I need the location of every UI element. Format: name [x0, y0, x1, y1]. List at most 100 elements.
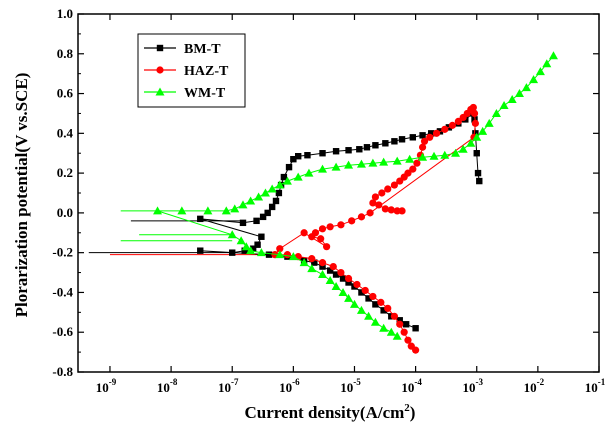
data-point — [264, 209, 271, 217]
data-point — [239, 219, 247, 227]
data-point — [349, 299, 359, 308]
data-point — [451, 148, 461, 157]
data-point — [521, 83, 531, 92]
data-point — [285, 163, 293, 171]
data-point — [304, 152, 311, 159]
data-point — [529, 75, 539, 84]
data-point — [258, 233, 265, 240]
data-point — [473, 150, 480, 157]
legend-item: WM-T — [144, 86, 226, 101]
data-point — [356, 305, 366, 314]
data-point — [275, 180, 285, 189]
data-point — [369, 199, 377, 207]
data-point — [288, 252, 298, 261]
data-point — [357, 213, 366, 221]
y-tick-label: 0.2 — [57, 165, 73, 180]
data-point — [472, 130, 479, 137]
data-point — [379, 157, 389, 166]
data-point — [304, 168, 314, 177]
x-tick-label: 10-1 — [585, 377, 605, 395]
data-point — [387, 206, 395, 214]
data-point — [390, 181, 399, 189]
y-axis-ticks: -0.8 -0.6 -0.4 -0.2 0.0 0.2 0.4 0.6 0.8 1.0 — [52, 6, 599, 379]
data-point — [293, 172, 303, 181]
data-point — [272, 197, 280, 205]
data-point — [318, 270, 328, 279]
data-point — [260, 188, 270, 197]
legend-item: BM-T — [144, 42, 221, 57]
data-point — [418, 152, 428, 161]
series-layer — [153, 51, 558, 354]
data-point — [440, 150, 450, 159]
data-point — [392, 156, 402, 165]
data-point — [386, 327, 396, 336]
data-point — [392, 331, 402, 340]
data-point — [294, 153, 302, 160]
data-point — [402, 321, 410, 328]
data-point — [384, 185, 392, 193]
y-tick-label: -0.2 — [52, 245, 73, 260]
data-point — [254, 241, 261, 248]
data-point — [365, 295, 372, 302]
data-point — [361, 286, 369, 295]
data-point — [535, 67, 545, 76]
y-tick-label: 1.0 — [57, 6, 73, 21]
data-point — [409, 165, 417, 173]
y-axis-title: Plorarization potential(V vs.SCE) — [12, 73, 31, 318]
data-point — [308, 233, 316, 241]
data-point — [372, 142, 379, 149]
data-point — [229, 249, 236, 256]
data-point — [311, 259, 318, 266]
data-point — [469, 103, 477, 112]
data-point — [428, 130, 435, 137]
data-point — [472, 132, 482, 141]
data-point — [282, 176, 292, 185]
data-point — [300, 229, 308, 237]
data-point — [332, 271, 340, 278]
data-point — [358, 289, 365, 296]
data-point — [366, 209, 374, 217]
legend-label: BM-T — [184, 42, 221, 57]
data-point — [353, 280, 361, 289]
data-point — [259, 213, 267, 221]
data-point — [332, 148, 340, 155]
data-point — [256, 248, 266, 257]
data-point — [382, 140, 389, 147]
data-point — [253, 217, 260, 225]
data-point — [384, 304, 392, 312]
data-point — [241, 247, 248, 254]
data-point — [283, 251, 292, 259]
data-point — [381, 205, 389, 213]
data-point — [246, 246, 256, 255]
data-point — [227, 230, 237, 239]
data-point — [412, 346, 420, 354]
data-point — [441, 125, 449, 133]
data-point — [275, 250, 285, 259]
data-point — [254, 192, 264, 201]
data-point — [319, 263, 326, 270]
data-point — [325, 276, 335, 285]
data-point — [326, 267, 334, 274]
legend-label: WM-T — [184, 86, 226, 101]
data-point — [378, 189, 386, 197]
data-point — [429, 151, 439, 160]
x-tick-label: 10-8 — [157, 377, 178, 395]
data-point — [400, 328, 408, 336]
data-point — [246, 196, 256, 205]
y-tick-label: 0.0 — [57, 205, 73, 220]
series-WM-T — [153, 51, 558, 340]
y-tick-label: -0.4 — [52, 284, 73, 299]
data-point — [265, 251, 273, 258]
data-point — [396, 320, 404, 328]
data-point — [236, 236, 246, 245]
data-point — [338, 287, 348, 296]
data-point — [448, 121, 457, 129]
data-point — [318, 259, 327, 267]
data-point — [238, 200, 248, 209]
data-point — [405, 154, 415, 163]
data-point — [471, 116, 478, 123]
data-point — [326, 223, 334, 231]
legend-marker — [156, 44, 164, 52]
data-point — [267, 184, 277, 193]
